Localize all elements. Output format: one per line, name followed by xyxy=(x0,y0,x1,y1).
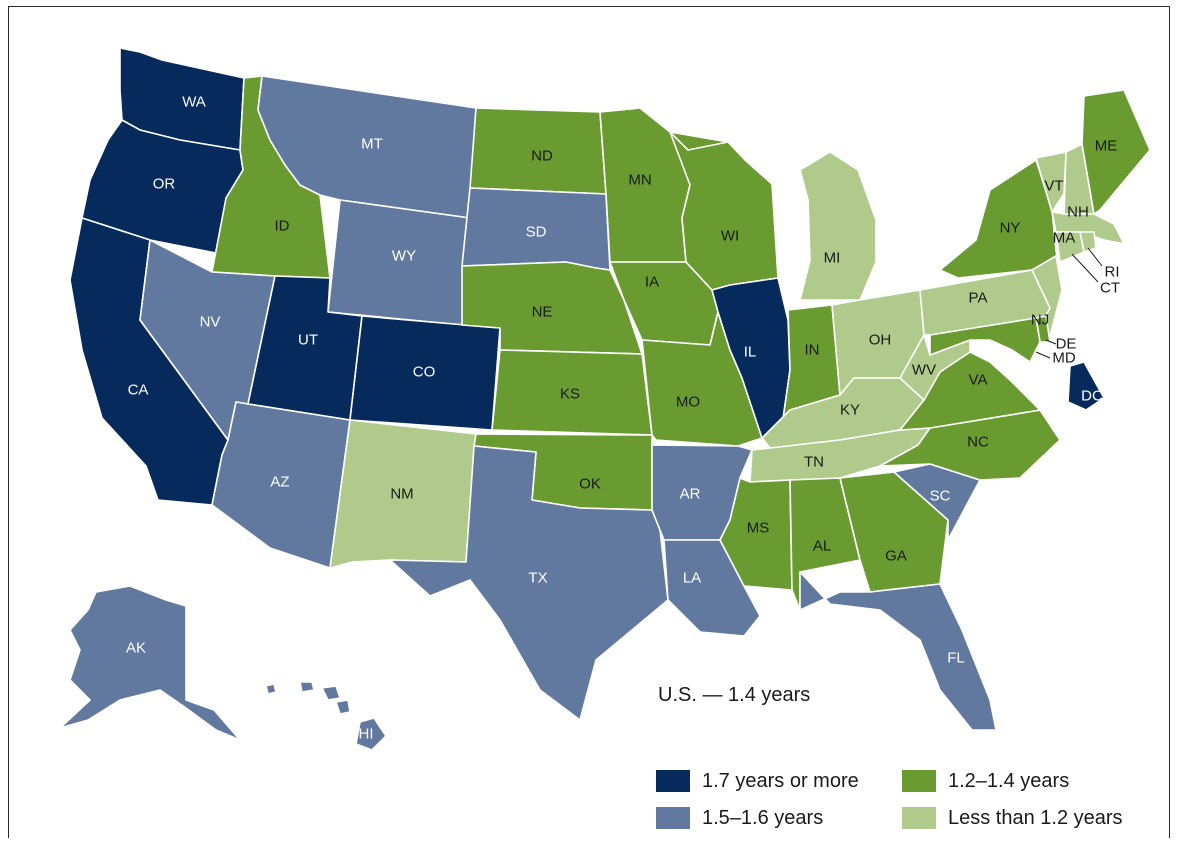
legend-swatch xyxy=(656,807,690,829)
legend-label: 1.7 years or more xyxy=(702,769,859,792)
legend-swatch xyxy=(902,770,936,792)
state-label-mi: MI xyxy=(824,250,841,267)
state-label-ne: NE xyxy=(532,304,553,321)
state-label-va: VA xyxy=(969,372,988,389)
state-label-ga: GA xyxy=(885,548,907,565)
state-label-ca: CA xyxy=(128,382,149,399)
state-dc xyxy=(1067,361,1105,411)
legend-item-cat2: 1.5–1.6 years xyxy=(656,804,823,832)
state-label-wy: WY xyxy=(392,248,416,265)
state-hi-island xyxy=(335,699,351,715)
state-label-ak: AK xyxy=(126,640,146,657)
state-ne xyxy=(461,261,643,355)
legend-item-cat3: 1.2–1.4 years xyxy=(902,767,1069,795)
state-sc xyxy=(893,463,981,541)
leader-line-ct xyxy=(1071,253,1099,283)
state-label-ar: AR xyxy=(680,486,701,503)
legend-swatch xyxy=(656,770,690,792)
state-label-ct: CT xyxy=(1100,280,1120,297)
state-tx xyxy=(389,445,669,721)
state-ak xyxy=(59,585,241,741)
state-label-ia: IA xyxy=(645,274,659,291)
state-label-id: ID xyxy=(275,218,290,235)
leader-line-de xyxy=(1045,339,1057,345)
state-label-ma: MA xyxy=(1053,230,1076,247)
state-label-ny: NY xyxy=(1000,220,1021,237)
state-label-or: OR xyxy=(153,176,176,193)
state-label-tn: TN xyxy=(804,454,824,471)
state-label-wv: WV xyxy=(912,362,936,379)
state-hi-island xyxy=(321,685,341,701)
legend-label: Less than 1.2 years xyxy=(948,806,1123,829)
state-ny xyxy=(939,159,1061,281)
state-label-ky: KY xyxy=(840,402,860,419)
state-hi-island xyxy=(299,681,315,693)
state-mi xyxy=(799,151,877,301)
state-label-la: LA xyxy=(683,570,701,587)
state-label-ut: UT xyxy=(298,332,318,349)
state-wv xyxy=(899,334,971,401)
state-label-ok: OK xyxy=(579,476,601,493)
state-label-hi: HI xyxy=(359,726,374,743)
state-label-al: AL xyxy=(813,538,831,555)
state-hi-island xyxy=(265,683,277,695)
state-label-md: MD xyxy=(1052,350,1075,367)
state-label-pa: PA xyxy=(969,290,988,307)
state-nj xyxy=(1031,255,1063,337)
state-label-vt: VT xyxy=(1044,178,1063,195)
legend-swatch xyxy=(902,807,936,829)
state-label-me: ME xyxy=(1095,138,1118,155)
state-label-nm: NM xyxy=(390,486,413,503)
state-label-nc: NC xyxy=(967,434,989,451)
state-label-in: IN xyxy=(805,342,820,359)
state-label-il: IL xyxy=(744,344,757,361)
state-label-mt: MT xyxy=(361,136,383,153)
state-label-ms: MS xyxy=(747,520,770,537)
state-label-oh: OH xyxy=(869,332,892,349)
leader-line-md xyxy=(1035,351,1051,359)
state-label-nv: NV xyxy=(200,314,221,331)
state-label-mn: MN xyxy=(628,172,651,189)
state-label-wi: WI xyxy=(721,228,739,245)
state-label-de: DE xyxy=(1056,336,1077,353)
legend-label: 1.5–1.6 years xyxy=(702,806,824,829)
state-ct xyxy=(1055,231,1085,263)
state-label-az: AZ xyxy=(270,474,289,491)
state-nc xyxy=(879,409,1061,481)
state-label-fl: FL xyxy=(947,650,965,667)
state-label-nj: NJ xyxy=(1031,312,1049,329)
state-label-co: CO xyxy=(413,364,436,381)
state-label-tx: TX xyxy=(528,570,547,587)
us-average-note: U.S. — 1.4 years xyxy=(658,684,811,706)
legend-label: 1.2–1.4 years xyxy=(948,769,1070,792)
state-hi xyxy=(355,717,387,751)
leader-line-ri xyxy=(1087,247,1103,267)
state-label-nh: NH xyxy=(1067,204,1089,221)
legend-item-cat1: 1.7 years or more xyxy=(656,767,859,795)
map-frame xyxy=(8,6,1170,838)
state-label-nd: ND xyxy=(531,148,553,165)
state-fl xyxy=(799,571,997,731)
state-label-ks: KS xyxy=(560,386,580,403)
state-label-wa: WA xyxy=(182,94,206,111)
state-label-sc: SC xyxy=(930,488,951,505)
state-label-dc: DC xyxy=(1081,388,1103,405)
state-label-mo: MO xyxy=(676,394,700,411)
state-label-sd: SD xyxy=(526,224,547,241)
state-md xyxy=(929,317,1041,363)
state-label-ri: RI xyxy=(1105,264,1120,281)
legend-item-cat4: Less than 1.2 years xyxy=(902,804,1123,832)
